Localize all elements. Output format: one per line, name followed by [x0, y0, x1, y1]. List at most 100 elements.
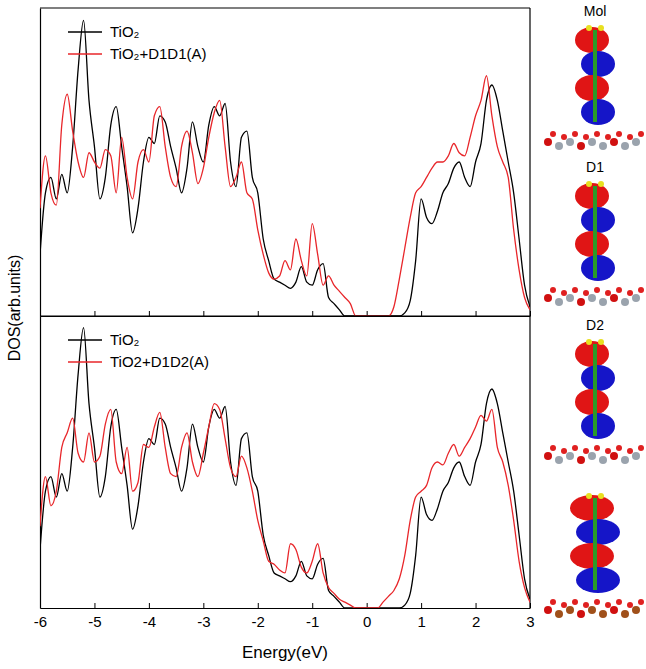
x-tick [94, 311, 95, 316]
atom [599, 298, 607, 306]
image-label: Mol [584, 3, 607, 19]
x-axis-line [41, 316, 531, 317]
atom [586, 493, 592, 499]
legend-swatch [68, 339, 102, 341]
orbital-sketch [544, 25, 644, 150]
dos-line [40, 404, 530, 608]
atom [577, 298, 585, 306]
x-tick-mark [149, 311, 150, 316]
orbital-images: MolD1D2 [544, 3, 644, 618]
figure: TiO₂TiO₂+D1D1(A)DOS(arb.units)-6-5-4-3-2… [0, 0, 646, 669]
y-axis-line [40, 9, 41, 317]
x-tick-mark [258, 603, 259, 608]
orbital-lobe [581, 51, 615, 77]
orbital-lobe [575, 183, 609, 209]
atom [577, 142, 585, 150]
atom [594, 599, 600, 605]
x-tick: -2 [252, 603, 265, 630]
legend-swatch [68, 361, 102, 363]
orbital-lobe [575, 27, 609, 53]
x-tick-label: -2 [252, 613, 265, 630]
orbital-lobe [581, 99, 615, 125]
plot-lines [40, 20, 530, 316]
dos-line [40, 76, 530, 316]
x-axis: -6-5-4-3-2-10123 [34, 603, 535, 630]
bond [593, 344, 597, 436]
atom [561, 134, 567, 140]
orbital-lobe [570, 543, 614, 569]
atom [632, 294, 640, 302]
x-tick [258, 311, 259, 316]
orbital-lobe [575, 341, 609, 367]
x-tick [530, 311, 531, 316]
x-tick-label: -1 [306, 613, 319, 630]
orbital-lobe [576, 519, 620, 545]
legend-label: TiO₂ [110, 331, 140, 348]
atom [550, 445, 556, 451]
atom [599, 456, 607, 464]
atom [610, 138, 618, 146]
orbital-lobe [575, 75, 609, 101]
x-tick-mark [203, 311, 204, 316]
atom [572, 599, 578, 605]
legend-swatch [68, 53, 102, 55]
atom [605, 290, 611, 296]
x-tick-label: 0 [363, 613, 371, 630]
atom [566, 606, 574, 614]
x-tick-mark [312, 311, 313, 316]
atom [638, 287, 644, 293]
x-tick: 2 [472, 603, 480, 630]
atom [627, 602, 633, 608]
atom [577, 456, 585, 464]
atom [616, 131, 622, 137]
atom [561, 290, 567, 296]
atom [561, 448, 567, 454]
atom [561, 602, 567, 608]
x-tick-mark [203, 603, 204, 608]
x-tick-mark [94, 311, 95, 316]
x-tick-mark [367, 311, 368, 316]
x-tick-mark [530, 311, 531, 316]
atom [555, 610, 563, 618]
orbital-sketch [544, 181, 644, 306]
orbital-lobe [581, 365, 615, 391]
atom [610, 606, 618, 614]
orbital-lobe [581, 413, 615, 439]
atom [632, 606, 640, 614]
atom [594, 287, 600, 293]
orbital-lobe [575, 389, 609, 415]
frame-right [529, 316, 530, 608]
atom [598, 339, 604, 345]
frame-right [529, 8, 530, 316]
atom [544, 452, 552, 460]
x-tick-mark [476, 311, 477, 316]
atom [566, 294, 574, 302]
x-tick: -5 [88, 603, 101, 630]
atom [638, 599, 644, 605]
x-tick [312, 311, 313, 316]
atom [594, 445, 600, 451]
x-tick: 1 [417, 603, 425, 630]
image-label: D2 [586, 317, 604, 333]
atom [572, 131, 578, 137]
atom [544, 138, 552, 146]
x-tick-label: -3 [197, 613, 210, 630]
x-tick-mark [476, 603, 477, 608]
atom [605, 602, 611, 608]
x-tick-mark [421, 311, 422, 316]
x-tick-mark [149, 603, 150, 608]
frame-top [40, 7, 530, 8]
atom [586, 25, 592, 31]
bond [593, 30, 597, 122]
atom [555, 142, 563, 150]
atom [550, 599, 556, 605]
atom [572, 445, 578, 451]
x-tick: 0 [363, 603, 371, 630]
bond [593, 186, 597, 278]
legend-label: TiO₂+D1D1(A) [110, 45, 207, 62]
plot-lines [40, 328, 530, 608]
orbital-lobe [576, 567, 620, 593]
atom [588, 606, 596, 614]
atom [566, 138, 574, 146]
x-tick: -3 [197, 603, 210, 630]
